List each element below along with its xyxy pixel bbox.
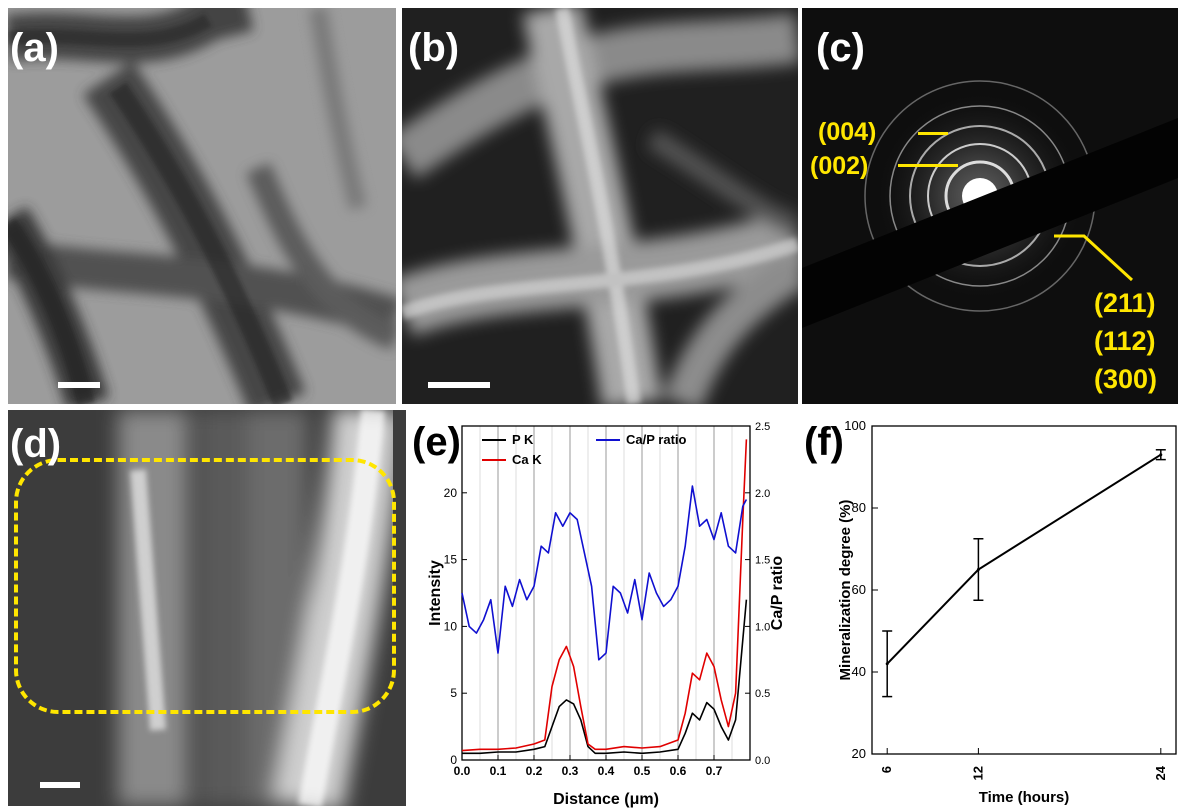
mineralization-line [886, 453, 1162, 665]
y-tick-label: 20 [444, 486, 458, 500]
x-axis-label: Time (hours) [979, 789, 1070, 806]
x-tick-label: 0.7 [706, 764, 723, 778]
panel-e-line-profile-chart: 0.0 0.1 0.2 0.3 0.4 0.5 0.6 0.7 0 5 10 15 20 0.0 0.5 1.… [410, 410, 790, 808]
annotation-300: (300) [1094, 364, 1158, 394]
annotation-004: (004) [818, 118, 877, 146]
y2-tick-label: 0.0 [755, 755, 770, 767]
annotation-002-pointer [898, 164, 958, 167]
y-tick-label: 0 [450, 753, 457, 767]
panel-d-stem-image: (d) [8, 410, 406, 806]
panel-d-fibers [8, 410, 406, 806]
x-tick-label: 0.4 [598, 764, 615, 778]
y-tick-label: 15 [444, 553, 458, 567]
panel-f-mineralization-chart: 20 40 60 80 100 6 12 24 Time (hours) Mineralizati… [792, 410, 1182, 808]
panel-b-fibers [402, 8, 798, 404]
legend-ratio-label: Ca/P ratio [626, 432, 687, 447]
selection-region-dashed-box [14, 458, 396, 714]
data-point [976, 568, 980, 571]
data-point [885, 662, 889, 666]
panel-b-stem-image: (b) [402, 8, 798, 404]
panel-a-tem-image: (a) [8, 8, 396, 404]
panel-d-label: (d) [10, 422, 62, 466]
y-tick-label: 10 [444, 619, 458, 633]
panel-e-label: (e) [412, 420, 461, 464]
panel-f-label: (f) [804, 420, 844, 464]
panel-d-scale-bar [40, 782, 80, 788]
y-tick-label: 80 [852, 500, 866, 515]
y2-tick-label: 2.5 [755, 421, 770, 433]
data-point [1159, 453, 1163, 457]
y2-tick-label: 1.0 [755, 621, 770, 633]
x-tick-label: 6 [879, 766, 894, 773]
y-tick-label: 40 [852, 664, 866, 679]
annotation-211: (211) [1094, 288, 1156, 318]
panel-a-label: (a) [10, 26, 59, 70]
x-tick-label: 0.0 [454, 764, 471, 778]
annotation-002: (002) [810, 152, 869, 180]
panel-b-label: (b) [408, 26, 460, 70]
series-ratio-line [461, 485, 748, 661]
panel-c-saed-pattern: (c) (004) (002) (211) (112) (300) [802, 8, 1178, 404]
x-axis-label: Distance (μm) [553, 791, 659, 808]
y-tick-label: 5 [450, 686, 457, 700]
y2-axis-label: Ca/P ratio [769, 556, 786, 631]
annotation-112: (112) [1094, 326, 1156, 356]
y-tick-label: 60 [852, 582, 866, 597]
x-tick-label: 0.6 [670, 764, 687, 778]
panel-b-scale-bar [428, 382, 490, 388]
x-tick-label: 0.2 [526, 764, 543, 778]
panel-a-scale-bar [58, 382, 100, 388]
series-cak-line [461, 439, 748, 752]
legend-cak-label: Ca K [512, 452, 542, 467]
plot-frame [871, 425, 1177, 755]
series-pk-line [462, 599, 748, 755]
y2-tick-label: 1.5 [755, 555, 770, 567]
annotation-211-pointer [1054, 234, 1134, 282]
annotation-004-pointer [918, 132, 948, 135]
panel-a-fibers [8, 8, 396, 404]
y-tick-label: 100 [844, 418, 866, 433]
y2-tick-label: 0.5 [755, 688, 770, 700]
x-tick-label: 0.3 [562, 764, 579, 778]
chart-e-svg: 0.0 0.1 0.2 0.3 0.4 0.5 0.6 0.7 0 5 10 15 20 0.0 0.5 1.… [427, 421, 786, 808]
x-tick-label: 0.5 [634, 764, 651, 778]
y-axis-label: Intensity [427, 560, 444, 626]
x-tick-label: 0.1 [490, 764, 507, 778]
y-tick-label: 20 [852, 746, 866, 761]
x-tick-label: 12 [970, 766, 985, 780]
legend-pk-label: P K [512, 432, 534, 447]
panel-c-label: (c) [816, 26, 865, 70]
y-axis-label: Mineralization degree (%) [837, 500, 854, 681]
chart-f-svg: 20 40 60 80 100 6 12 24 Time (hours) Mineralizati… [837, 418, 1177, 806]
panel-c-rings [802, 8, 1178, 404]
y2-tick-label: 2.0 [755, 488, 770, 500]
x-tick-label: 24 [1153, 765, 1168, 780]
